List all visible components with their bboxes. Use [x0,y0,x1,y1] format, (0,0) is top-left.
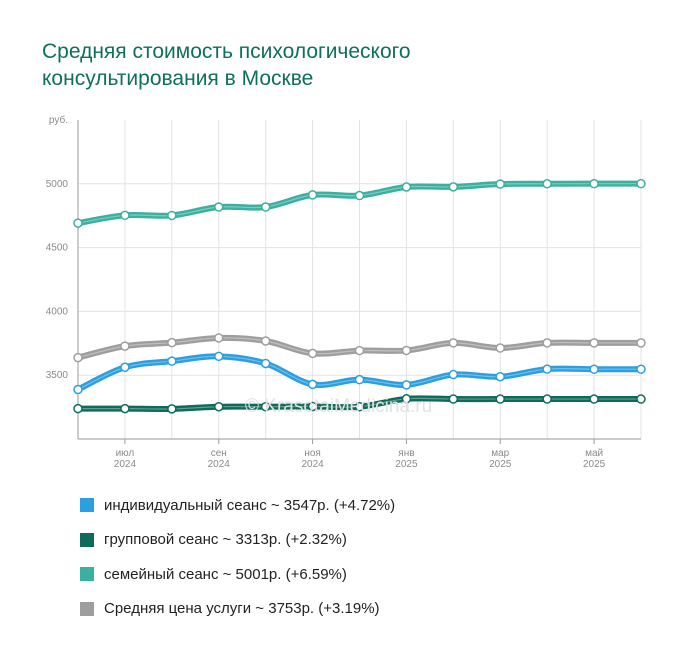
data-point [167,210,177,221]
data-point [448,369,459,380]
data-point [260,358,271,369]
data-point [636,338,646,348]
data-point [542,338,552,348]
legend-item-average[interactable]: Средняя цена услуги ~ 3753р. (+3.19%) [80,592,395,627]
data-point [354,401,365,412]
legend-swatch [80,601,94,616]
x-tick-label-year: 2024 [208,459,231,470]
legend-label: групповой сеанс ~ 3313р. (+2.32%) [104,531,347,549]
y-axis-unit-label: руб. [49,114,68,126]
data-point [214,401,224,412]
data-point [448,182,459,192]
legend-label: Средняя цена услуги ~ 3753р. (+3.19%) [104,600,380,618]
data-point [354,374,365,385]
data-point [260,401,271,412]
legend: индивидуальный сеанс ~ 3547р. (+4.72%) г… [80,488,395,626]
y-tick-label: 3500 [46,370,69,381]
legend-label: семейный сеанс ~ 5001р. (+6.59%) [104,565,347,583]
legend-swatch [80,567,94,582]
data-point [589,178,599,189]
data-point [636,364,646,374]
x-tick-label-month: янв [398,448,414,459]
x-tick-label-month: ноя [304,448,321,459]
data-point [167,356,177,366]
data-point [401,345,412,356]
data-point [120,403,130,414]
data-point [214,351,224,362]
data-point [307,190,318,200]
data-point [167,337,177,348]
chart-title-line-2: консультирования в Москве [42,67,314,90]
data-point [589,394,599,404]
data-point [260,336,271,346]
x-tick-label-year: 2025 [583,459,606,470]
data-point [120,341,130,351]
data-point [542,364,552,374]
data-point [307,348,318,359]
data-point [307,401,318,412]
data-point [448,338,459,348]
x-tick-label-month: мар [491,448,509,459]
data-point [307,379,318,390]
data-point [401,182,412,192]
x-tick-label-year: 2024 [114,459,137,470]
data-point [354,345,365,356]
data-point [495,394,505,404]
legend-item-individual[interactable]: индивидуальный сеанс ~ 3547р. (+4.72%) [80,488,395,523]
y-tick-label: 4000 [46,306,69,317]
data-point [73,218,83,228]
x-tick-label-month: май [585,448,603,459]
legend-item-group[interactable]: групповой сеанс ~ 3313р. (+2.32%) [80,523,395,558]
data-point [120,362,130,373]
watermark: © KrasotaiMedicina.ru [245,396,433,417]
x-tick-label-year: 2024 [301,459,324,470]
chart-title: Средняя стоимость психологического консу… [42,38,662,92]
legend-item-family[interactable]: семейный сеанс ~ 5001р. (+6.59%) [80,557,395,592]
data-point [401,380,412,390]
data-point [495,343,505,353]
data-point [214,202,224,212]
data-point [636,178,646,189]
data-point [260,202,271,212]
data-point [354,190,365,201]
data-point [448,394,459,404]
y-tick-label: 5000 [46,179,69,190]
data-point [73,403,83,414]
data-point [495,371,505,382]
data-point [589,364,599,374]
data-point [120,210,130,221]
data-point [495,179,505,189]
x-tick-label-year: 2025 [395,459,418,470]
data-point [401,394,412,404]
legend-swatch [80,498,94,513]
data-point [636,394,646,404]
data-point [73,384,83,395]
y-tick-label: 4500 [46,243,69,254]
data-point [73,352,83,363]
chart-title-line-1: Средняя стоимость психологического [42,40,411,63]
x-tick-label-month: сен [211,448,227,459]
data-point [589,338,599,348]
x-tick-label-month: июл [116,448,135,459]
x-tick-label-year: 2025 [489,459,512,470]
data-point [214,333,224,343]
legend-label: индивидуальный сеанс ~ 3547р. (+4.72%) [104,496,396,514]
data-point [542,179,552,189]
data-point [542,394,552,404]
legend-swatch [80,532,94,547]
data-point [167,404,177,414]
